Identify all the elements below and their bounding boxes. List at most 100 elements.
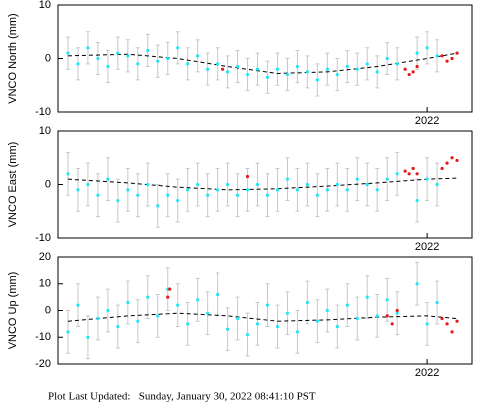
y-tick-label: 0 bbox=[45, 52, 51, 64]
data-point bbox=[315, 78, 319, 82]
footer: Plot Last Updated: Sunday, January 30, 2… bbox=[48, 391, 316, 403]
data-point bbox=[186, 322, 190, 326]
data-point bbox=[411, 70, 415, 74]
data-point bbox=[345, 303, 349, 307]
data-point bbox=[285, 72, 290, 77]
data-point bbox=[66, 51, 70, 55]
data-point bbox=[295, 64, 300, 69]
data-point bbox=[407, 72, 411, 77]
data-point bbox=[168, 287, 172, 291]
data-point bbox=[385, 298, 389, 302]
data-point bbox=[415, 172, 419, 176]
data-point bbox=[86, 182, 90, 187]
data-point bbox=[216, 188, 220, 192]
data-point bbox=[176, 198, 180, 203]
data-point bbox=[355, 316, 359, 321]
data-point bbox=[425, 177, 429, 181]
data-point bbox=[325, 308, 329, 313]
y-axis-label: VNCO Up (mm) bbox=[7, 272, 19, 350]
data-point bbox=[415, 282, 419, 286]
data-point bbox=[206, 193, 210, 197]
data-point bbox=[206, 311, 210, 315]
data-point bbox=[245, 188, 250, 192]
data-point bbox=[126, 300, 130, 305]
data-point bbox=[146, 48, 150, 53]
data-point bbox=[235, 193, 240, 197]
data-point bbox=[116, 198, 120, 203]
data-point bbox=[435, 300, 439, 305]
data-point bbox=[245, 332, 250, 337]
data-point bbox=[255, 322, 260, 326]
data-point bbox=[415, 64, 419, 69]
data-point bbox=[385, 56, 389, 61]
data-point bbox=[196, 54, 200, 58]
data-point bbox=[265, 75, 270, 79]
data-point bbox=[275, 324, 280, 329]
data-point bbox=[315, 319, 319, 323]
data-point bbox=[445, 59, 449, 63]
data-point bbox=[305, 70, 309, 74]
data-point bbox=[435, 182, 439, 187]
data-point bbox=[225, 327, 230, 331]
data-point bbox=[265, 303, 270, 307]
data-point bbox=[146, 295, 150, 299]
data-point bbox=[116, 51, 120, 55]
data-point bbox=[156, 59, 160, 63]
data-point bbox=[245, 72, 250, 77]
data-point bbox=[225, 70, 230, 74]
data-point bbox=[325, 188, 329, 192]
data-point bbox=[186, 62, 190, 66]
trend-line bbox=[67, 177, 458, 191]
data-point bbox=[66, 330, 70, 334]
data-point bbox=[440, 316, 444, 321]
data-point bbox=[156, 314, 160, 318]
data-point bbox=[255, 182, 260, 187]
data-point bbox=[166, 193, 170, 197]
data-point bbox=[216, 62, 220, 66]
data-point bbox=[435, 54, 439, 58]
data-point bbox=[116, 324, 120, 329]
data-point bbox=[221, 67, 225, 71]
data-point bbox=[136, 319, 140, 323]
data-point bbox=[375, 70, 379, 74]
data-point bbox=[403, 67, 407, 71]
data-point bbox=[136, 62, 140, 66]
data-point bbox=[450, 56, 454, 61]
data-point bbox=[365, 295, 369, 299]
x-tick-label: 2022 bbox=[415, 367, 439, 379]
data-point bbox=[345, 64, 349, 69]
data-point bbox=[305, 300, 309, 305]
y-tick-label: -10 bbox=[35, 331, 51, 343]
data-point bbox=[86, 335, 90, 339]
y-tick-label: -10 bbox=[35, 106, 51, 118]
data-point bbox=[345, 188, 349, 192]
data-point bbox=[355, 177, 359, 181]
plot-frame bbox=[57, 4, 473, 113]
data-point bbox=[285, 311, 290, 315]
data-point bbox=[425, 322, 429, 326]
y-axis-label: VNCO North (mm) bbox=[7, 13, 19, 103]
data-point bbox=[106, 308, 110, 313]
y-tick-label: 10 bbox=[39, 278, 51, 290]
data-point bbox=[106, 177, 110, 181]
data-point bbox=[445, 161, 449, 165]
data-point bbox=[450, 156, 454, 160]
data-point bbox=[235, 64, 240, 69]
data-point bbox=[156, 204, 160, 208]
y-axis-label: VNCO East (mm) bbox=[7, 142, 19, 228]
data-point bbox=[176, 46, 180, 50]
data-point bbox=[415, 51, 419, 55]
data-point bbox=[186, 188, 190, 192]
data-point bbox=[390, 322, 394, 326]
data-point bbox=[225, 182, 230, 187]
data-point bbox=[455, 51, 459, 55]
data-point bbox=[335, 72, 339, 77]
data-point bbox=[395, 62, 399, 66]
data-point bbox=[216, 292, 220, 297]
data-point bbox=[275, 188, 280, 192]
data-point bbox=[285, 177, 290, 181]
x-tick-label: 2022 bbox=[415, 241, 439, 253]
data-point bbox=[126, 54, 130, 58]
data-point bbox=[395, 308, 399, 313]
data-point bbox=[76, 303, 80, 307]
